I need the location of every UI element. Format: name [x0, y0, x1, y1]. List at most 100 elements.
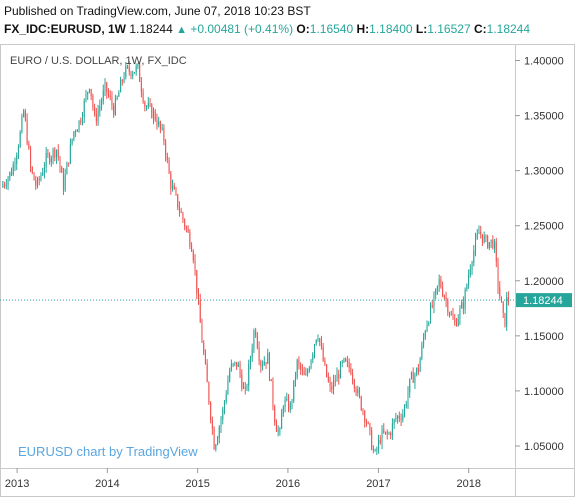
candle-body [114, 99, 116, 115]
candle-body [52, 149, 54, 159]
candle-body [249, 358, 251, 365]
candle-body [81, 116, 84, 123]
chart-area[interactable]: 1.05000 1.10000 1.15000 1.20000 1.25000 1.300… [0, 44, 575, 497]
chart-header: Published on TradingView.com, June 07, 2… [0, 0, 575, 44]
candle-body [506, 297, 508, 327]
candle-body [213, 428, 215, 450]
candle-body [154, 111, 156, 120]
candle-body [452, 314, 454, 320]
candle-body [172, 185, 174, 189]
price-chart[interactable]: 1.05000 1.10000 1.15000 1.20000 1.25000 1.300… [0, 44, 575, 497]
candle-body [393, 419, 395, 424]
quote-line: FX_IDC:EURUSD, 1W 1.18244 ▲ +0.00481 (+0… [4, 22, 530, 36]
candle-body [158, 121, 160, 126]
candle-body [476, 234, 478, 239]
candle-body [416, 367, 418, 375]
candle-body [469, 269, 471, 276]
candle-body [222, 409, 224, 420]
candle-body [116, 96, 118, 100]
candle-body [485, 235, 487, 237]
candle-body [256, 335, 258, 348]
candle-body [462, 302, 464, 309]
candle-body [355, 388, 357, 394]
candle-body [423, 337, 425, 345]
candle-body [481, 234, 483, 243]
candle-body [313, 344, 316, 354]
candle-body [492, 239, 494, 249]
candle-body [146, 106, 148, 108]
candle-body [251, 348, 253, 359]
candle-body [7, 177, 9, 185]
candle-body [410, 372, 412, 379]
candle-body [185, 226, 187, 229]
candle-body [12, 164, 14, 175]
candle-body [66, 162, 68, 175]
candle-body [69, 143, 71, 164]
candle-body [43, 167, 45, 173]
candle-body [450, 314, 452, 316]
candle-body [334, 380, 336, 382]
candle-body [248, 364, 250, 386]
candle-body [237, 363, 239, 367]
candle-body [204, 353, 206, 364]
time-axis[interactable]: 2013 2014 2015 2016 2017 2018 [5, 468, 481, 490]
candle-body [324, 360, 326, 365]
candle-body [480, 231, 482, 235]
candle-body [405, 404, 407, 406]
candle-body [293, 380, 295, 401]
candle-body [333, 380, 335, 390]
price-axis[interactable]: 1.05000 1.10000 1.15000 1.20000 1.25000 1.300… [515, 56, 564, 453]
candle-body [431, 305, 433, 307]
candle-body [192, 251, 194, 261]
close-label: C: [473, 22, 487, 36]
candle-body [16, 155, 18, 164]
candle-body [424, 331, 426, 338]
candle-body [478, 231, 480, 235]
candle-body [395, 418, 397, 420]
candle-body [217, 438, 219, 445]
candle-body [296, 359, 298, 378]
candle-body [140, 81, 142, 92]
candle-body [168, 159, 170, 174]
candle-body [305, 374, 307, 376]
candle-body [369, 423, 371, 430]
candle-body [38, 178, 40, 180]
candle-body [227, 381, 229, 395]
candle-body [246, 385, 248, 389]
candle-body [59, 156, 61, 168]
candle-body [24, 111, 26, 120]
candle-body [118, 92, 120, 97]
candle-body [359, 389, 361, 397]
candle-body [132, 73, 134, 76]
candle-body [327, 376, 329, 382]
candle-body [282, 407, 284, 414]
candle-body [504, 313, 506, 327]
candle-body [364, 411, 366, 422]
candle-body [92, 96, 94, 108]
candle-body [49, 154, 51, 163]
low-value: 1.16527 [427, 22, 471, 36]
candle-body [149, 103, 151, 105]
candle-body [133, 72, 135, 74]
candle-body [346, 361, 348, 363]
symbol-label[interactable]: FX_IDC:EURUSD, 1W [4, 22, 127, 36]
candle-body [104, 82, 106, 91]
candle-body [107, 92, 109, 96]
candle-body [97, 110, 99, 122]
candle-body [17, 147, 19, 156]
candle-body [308, 368, 310, 372]
candle-body [331, 386, 333, 390]
candle-body [95, 113, 97, 122]
candle-body [166, 156, 168, 160]
candle-body [374, 449, 376, 451]
candle-body [197, 293, 200, 300]
last-price: 1.18244 [129, 22, 173, 36]
candle-body [365, 421, 367, 423]
chart-title: EURO / U.S. DOLLAR, 1W, FX_IDC [10, 55, 187, 67]
candle-body [147, 103, 149, 107]
candle-body [11, 171, 13, 175]
candle-body [301, 369, 303, 371]
candle-body [68, 162, 70, 164]
candle-body [109, 95, 111, 97]
candle-body [50, 158, 52, 163]
